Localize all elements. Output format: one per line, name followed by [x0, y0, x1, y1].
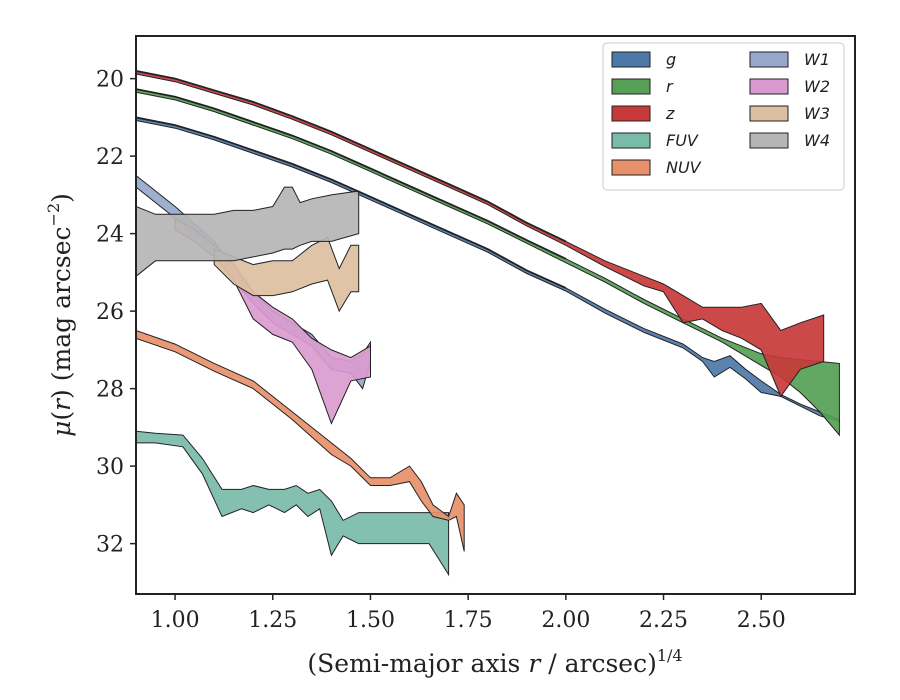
x-tick-label: 1.00: [151, 608, 200, 633]
legend-label-z: z: [665, 104, 675, 123]
legend-swatch-fuv: [611, 132, 651, 149]
y-tick-label: 20: [96, 68, 124, 93]
profile-line-2: [136, 88, 567, 260]
legend-swatch-nuv: [611, 159, 651, 176]
legend-label-w4: W4: [804, 131, 830, 150]
legend-swatch-w4: [749, 132, 789, 149]
y-axis-label: μ(r) (mag arcsec−2): [44, 193, 76, 437]
legend-label-w2: W2: [804, 77, 830, 96]
y-axis: 20 22 24 26 28 30 32: [96, 68, 136, 558]
band-w4: [136, 186, 360, 277]
legend-swatch-w1: [749, 51, 789, 68]
y-tick-label: 30: [96, 455, 124, 480]
profile-line-1: [136, 70, 567, 243]
x-tick-label: 2.50: [737, 608, 786, 633]
legend-label-w3: W3: [804, 104, 830, 123]
legend-swatch-w3: [749, 105, 789, 122]
profile-line-3: [136, 116, 567, 289]
y-tick-label: 26: [96, 300, 124, 325]
legend-label-fuv: FUV: [666, 131, 699, 150]
legend-label-r: r: [666, 77, 674, 96]
legend-swatch-g: [611, 51, 651, 68]
band-w3: [213, 236, 360, 313]
legend-label-nuv: NUV: [666, 158, 702, 177]
x-axis: 1.00 1.25 1.50 1.75 2.00 2.25 2.50: [151, 594, 786, 633]
y-tick-label: 24: [96, 223, 124, 248]
y-tick-label: 28: [96, 378, 124, 403]
bands-layer: [136, 70, 840, 577]
band-fuv: [136, 430, 450, 577]
x-tick-label: 2.25: [639, 608, 688, 633]
x-tick-label: 1.25: [248, 608, 297, 633]
legend-label-g: g: [666, 50, 676, 69]
legend-swatch-w2: [749, 78, 789, 95]
profile-lines-layer: [136, 70, 567, 289]
legend: grz FUV NUV W1 W2 W3 W4: [602, 42, 845, 191]
y-tick-label: 22: [96, 145, 124, 170]
x-tick-label: 1.75: [444, 608, 493, 633]
legend-label-w1: W1: [804, 50, 830, 69]
y-tick-label: 32: [96, 533, 124, 558]
x-axis-label: (Semi-major axis r / arcsec)1/4: [307, 646, 682, 678]
legend-swatch-r: [611, 78, 651, 95]
x-tick-label: 2.00: [541, 608, 590, 633]
legend-swatch-z: [611, 105, 651, 122]
band-nuv: [136, 329, 465, 552]
x-tick-label: 1.50: [346, 608, 395, 633]
plot-frame: [135, 35, 856, 595]
